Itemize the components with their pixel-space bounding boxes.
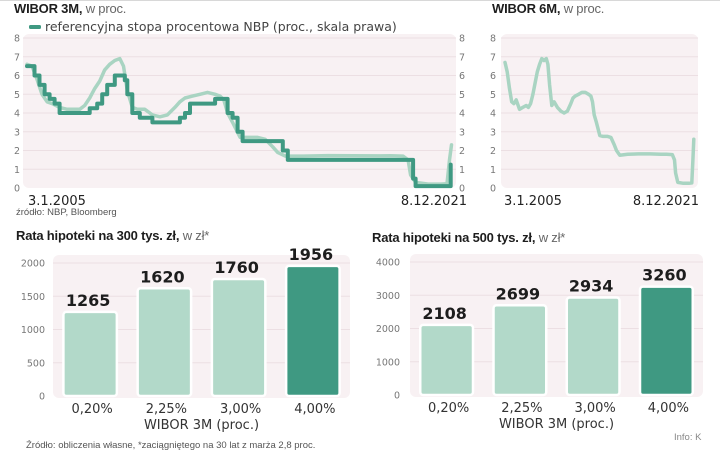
y2-tick-label: 4 bbox=[459, 109, 465, 120]
y-tick-label: 8 bbox=[14, 34, 20, 45]
y-tick-label: 0 bbox=[39, 392, 45, 403]
y2-tick-label: 0 bbox=[459, 184, 465, 195]
x-end-label: 8.12.2021 bbox=[401, 194, 467, 209]
bar-value-label: 1956 bbox=[289, 245, 334, 264]
chart-title-rata-500: Rata hipoteki na 500 tys. zł, w zł* bbox=[372, 230, 565, 245]
y2-tick-label: 5 bbox=[459, 90, 465, 101]
category-label: 4,00% bbox=[294, 402, 335, 417]
bar bbox=[136, 287, 193, 398]
category-label: 3,00% bbox=[574, 401, 615, 416]
series-line-wibor-3m bbox=[25, 56, 454, 186]
y2-tick-label: 8 bbox=[459, 34, 465, 45]
plot-background bbox=[23, 34, 456, 188]
y-tick-label: 1 bbox=[14, 165, 20, 176]
y-tick-label: 0 bbox=[490, 184, 496, 195]
title-bold: WIBOR 3M, bbox=[14, 1, 83, 16]
category-label: 0,20% bbox=[71, 402, 112, 417]
y-tick-label: 5 bbox=[14, 90, 20, 101]
bar bbox=[492, 304, 548, 397]
y-tick-label: 6 bbox=[14, 71, 20, 82]
y-tick-label: 1000 bbox=[21, 325, 45, 336]
y-tick-label: 4 bbox=[490, 109, 496, 120]
x-start-label: 3.1.2005 bbox=[504, 194, 562, 209]
bar bbox=[565, 296, 621, 397]
bar bbox=[638, 285, 694, 397]
y-tick-label: 6 bbox=[490, 71, 496, 82]
bar-value-label: 3260 bbox=[642, 266, 687, 285]
y-tick-label: 5 bbox=[490, 90, 496, 101]
y2-tick-label: 7 bbox=[459, 52, 465, 63]
y-tick-label: 1500 bbox=[21, 292, 45, 303]
y-tick-label: 4 bbox=[14, 109, 20, 120]
y-tick-label: 3000 bbox=[376, 291, 400, 302]
bar-value-label: 1760 bbox=[214, 258, 259, 277]
x-end-label: 8.12.2021 bbox=[633, 194, 699, 209]
bar-value-label: 1265 bbox=[66, 291, 111, 310]
bar-value-label: 2934 bbox=[569, 276, 614, 295]
category-label: 2,25% bbox=[501, 401, 542, 416]
bar bbox=[210, 277, 267, 398]
y-tick-label: 3 bbox=[490, 127, 496, 138]
series-line-nbp-rate bbox=[25, 64, 453, 189]
source-note-line-chart: źródło: NBP, Bloomberg bbox=[16, 207, 117, 218]
bar-value-label: 2108 bbox=[422, 304, 467, 323]
chart-title-rata-300: Rata hipoteki na 300 tys. zł, w zł* bbox=[16, 228, 209, 243]
y-tick-label: 1 bbox=[490, 165, 496, 176]
y-tick-label: 8 bbox=[490, 34, 496, 45]
y-tick-label: 2 bbox=[14, 146, 20, 157]
bar bbox=[62, 310, 119, 398]
title-bold: WIBOR 6M, bbox=[492, 1, 561, 16]
credit-note: Info: K bbox=[674, 432, 702, 443]
bar-value-label: 2699 bbox=[496, 284, 541, 303]
y-tick-label: 1000 bbox=[376, 357, 400, 368]
series-line-wibor-6m bbox=[503, 56, 696, 186]
category-label: 2,25% bbox=[146, 402, 187, 417]
title-subtitle: w zł* bbox=[538, 230, 566, 245]
top-border bbox=[0, 0, 720, 1]
y-tick-label: 7 bbox=[14, 52, 20, 63]
title-subtitle: w proc. bbox=[563, 1, 605, 16]
y-tick-label: 2000 bbox=[21, 259, 45, 270]
y-tick-label: 7 bbox=[490, 52, 496, 63]
y-tick-label: 4000 bbox=[376, 258, 400, 269]
chart-title-wibor-3m: WIBOR 3M, w proc. bbox=[14, 1, 126, 16]
title-subtitle: w proc. bbox=[85, 1, 127, 16]
title-bold: Rata hipoteki na 300 tys. zł, bbox=[16, 228, 180, 243]
title-bold: Rata hipoteki na 500 tys. zł, bbox=[372, 230, 536, 245]
category-label: 0,20% bbox=[428, 401, 469, 416]
x-axis-title: WIBOR 3M (proc.) bbox=[499, 417, 614, 432]
y2-tick-label: 2 bbox=[459, 146, 465, 157]
x-start-label: 3.1.2005 bbox=[28, 194, 86, 209]
chart-title-wibor-6m: WIBOR 6M, w proc. bbox=[492, 1, 604, 16]
y-tick-label: 0 bbox=[394, 391, 400, 402]
legend-swatch-nbp bbox=[29, 25, 41, 29]
y-tick-label: 500 bbox=[27, 358, 45, 369]
source-note-bar-chart: Źródło: obliczenia własne, *zaciągnięteg… bbox=[26, 440, 316, 451]
y-tick-label: 2000 bbox=[376, 324, 400, 335]
y2-tick-label: 6 bbox=[459, 71, 465, 82]
bar-value-label: 1620 bbox=[140, 267, 185, 286]
y-tick-label: 3 bbox=[14, 127, 20, 138]
category-label: 4,00% bbox=[648, 401, 689, 416]
y-tick-label: 2 bbox=[490, 146, 496, 157]
category-label: 3,00% bbox=[220, 402, 261, 417]
bar bbox=[284, 264, 341, 398]
legend-label-nbp: referencyjna stopa procentowa NBP (proc.… bbox=[45, 19, 397, 34]
y-tick-label: 0 bbox=[14, 184, 20, 195]
y2-tick-label: 1 bbox=[459, 165, 465, 176]
y2-tick-label: 3 bbox=[459, 127, 465, 138]
x-axis-title: WIBOR 3M (proc.) bbox=[144, 418, 259, 433]
bar bbox=[419, 323, 475, 397]
title-subtitle: w zł* bbox=[182, 228, 210, 243]
